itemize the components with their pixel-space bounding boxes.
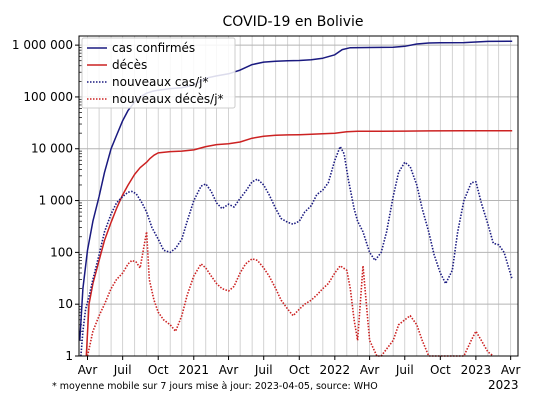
series-line-d-c-s [85,129,513,357]
series-line-nouveaux-d-c-s-j- [86,231,494,357]
x-tick-label: Oct [148,363,169,377]
legend-label: nouveaux décès/j* [112,92,224,106]
y-tick-label: 100 000 [23,90,73,104]
legend-label: nouveaux cas/j* [112,75,209,89]
y-tick-label: 10 000 [31,142,73,156]
x-tick-label: Avr [360,363,380,377]
x-tick-label: 2023 [461,363,492,377]
legend-box [81,37,236,109]
x-tick-label: Oct [289,363,310,377]
chart-title: COVID-19 en Bolivie [222,14,363,30]
series-line-nouveaux-cas-j- [80,145,513,357]
legend-label: cas confirmés [112,41,195,55]
x-axis-year-label: 2023 [488,378,519,392]
x-tick-label: 2021 [179,363,210,377]
x-tick-label: Oct [430,363,451,377]
x-tick-label: Avr [501,363,521,377]
x-tick-label: Juil [395,363,414,377]
y-tick-label: 1 000 000 [12,38,73,52]
x-tick-label: Juil [113,363,132,377]
y-tick-label: 1 000 [39,194,73,208]
x-tick-label: Juil [254,363,273,377]
plot-area: 1 10 100 1 000 10 000 100 000 1 000 000 Avr Juil… [12,35,521,377]
y-tick-label: 10 [58,297,73,311]
axes-frame [78,35,519,357]
y-tick-label: 100 [50,245,73,259]
x-tick-label: Avr [219,363,239,377]
legend-label: décès [112,58,147,72]
x-tick-label: 2022 [320,363,351,377]
x-tick-label: Avr [78,363,98,377]
footnote: * moyenne mobile sur 7 jours mise à jour… [52,381,378,392]
y-tick-label: 1 [65,349,73,363]
